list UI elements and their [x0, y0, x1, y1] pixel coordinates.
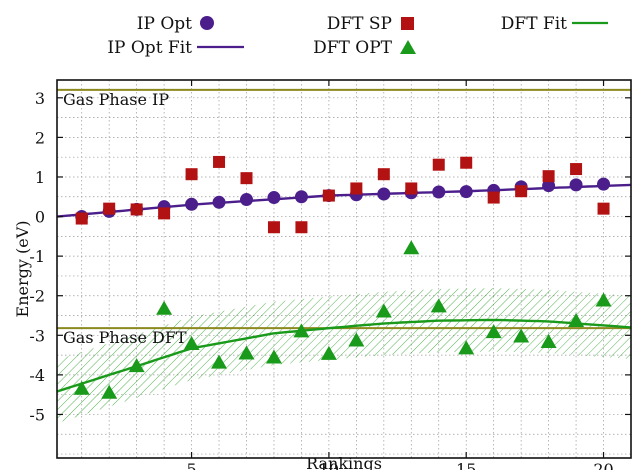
dft-opt-point: [156, 300, 173, 315]
dft-sp-point: [267, 221, 280, 234]
x-tick-label: 20: [593, 460, 613, 470]
dft-opt-point: [485, 324, 502, 339]
dft-opt-point: [348, 332, 365, 347]
dft-sp-point: [158, 207, 171, 220]
dft-opt-point: [513, 328, 530, 343]
ip-opt-point: [542, 179, 556, 193]
fit-lines: [57, 183, 631, 393]
ip-opt-point: [569, 178, 583, 192]
dft-sp-point: [103, 202, 116, 215]
reference-labels: Gas Phase IP Gas Phase DFT: [63, 90, 187, 347]
dft-opt-point: [458, 340, 475, 355]
ip-opt-point: [377, 187, 391, 201]
dft-sp-point: [405, 182, 418, 195]
y-tick-label: -1: [29, 247, 45, 266]
ip-opt-point: [459, 185, 473, 199]
dft-sp-point: [460, 156, 473, 169]
legend-label-dft-sp: DFT SP: [327, 14, 392, 34]
ip-opt-point: [185, 197, 199, 211]
dft-sp-point: [240, 172, 253, 185]
dft-sp-point: [213, 155, 226, 168]
y-tick-label: -4: [29, 366, 45, 385]
y-tick-label: 1: [35, 168, 45, 187]
legend-marker-dft-sp: [401, 17, 414, 30]
dft-sp-point: [542, 170, 555, 183]
ip-opt-point: [212, 195, 226, 209]
dft-fit-band: [57, 288, 631, 424]
x-axis-label: Rankings: [306, 454, 382, 470]
x-tick-label: 5: [186, 460, 196, 470]
dft-opt-point: [595, 292, 612, 307]
grid: [57, 80, 632, 458]
dft-opt-point: [128, 358, 145, 373]
dft-sp-point: [130, 203, 143, 216]
dft-opt-point: [568, 313, 585, 328]
dft-opt-point: [265, 349, 282, 364]
dft-sp-point: [487, 191, 500, 204]
dft-sp-point: [597, 202, 610, 215]
legend: IP Opt DFT SP DFT Fit IP Opt Fit DFT OPT: [107, 14, 608, 58]
reference-label-1: Gas Phase DFT: [63, 328, 187, 347]
dft-sp-point: [350, 182, 363, 195]
dft-opt-point: [211, 354, 228, 369]
dft-opt-point: [430, 298, 447, 313]
x-tick-label: 10: [319, 460, 339, 470]
ip-opt-point: [294, 190, 308, 204]
dft-opt-point: [403, 240, 420, 255]
dft-fit-confidence-band: [57, 288, 631, 424]
x-tick-label: 15: [456, 460, 476, 470]
plot-frame: [56, 79, 632, 459]
ip-opt-point: [240, 193, 254, 207]
dft-sp-point: [185, 168, 198, 181]
dft-sp-point: [515, 185, 528, 198]
ip-opt-point: [267, 191, 281, 205]
legend-marker-ip-opt: [200, 16, 214, 30]
y-tick-label: -2: [29, 287, 45, 306]
dft-opt-point: [293, 323, 310, 338]
ip-opt-fit-line: [57, 183, 631, 218]
y-tick-label: -3: [29, 326, 45, 345]
dft-opt-point: [73, 380, 90, 395]
dft-sp-point: [377, 168, 390, 181]
y-tick-label: 0: [35, 208, 45, 227]
dft-sp-point: [75, 212, 88, 225]
dft-opt-point: [375, 303, 392, 318]
dft-opt-point: [183, 336, 200, 351]
dft-opt-point: [101, 384, 118, 399]
dft-opt-point: [238, 345, 255, 360]
dft-sp-point: [570, 163, 583, 176]
dft-opt-point: [320, 345, 337, 360]
reference-label-0: Gas Phase IP: [63, 90, 169, 109]
y-tick-label: -5: [29, 405, 45, 424]
y-tick-label: 2: [35, 128, 45, 147]
legend-label-dft-fit: DFT Fit: [501, 14, 567, 34]
ip-opt-point: [432, 185, 446, 199]
dft-opt-point: [540, 334, 557, 349]
legend-label-ip-opt: IP Opt: [137, 14, 192, 34]
dft-sp-point: [432, 158, 445, 171]
data-points: [73, 155, 612, 399]
dft-sp-point: [295, 221, 308, 234]
ip-opt-point: [597, 177, 611, 191]
dft-fit-line: [57, 318, 631, 393]
legend-label-dft-opt: DFT OPT: [313, 38, 393, 58]
y-axis-label: Energy (eV): [13, 221, 32, 318]
legend-marker-dft-opt: [400, 40, 416, 54]
reference-lines: [57, 88, 631, 330]
legend-label-ip-opt-fit: IP Opt Fit: [107, 38, 192, 58]
y-tick-label: 3: [35, 89, 45, 108]
dft-sp-point: [322, 189, 335, 202]
